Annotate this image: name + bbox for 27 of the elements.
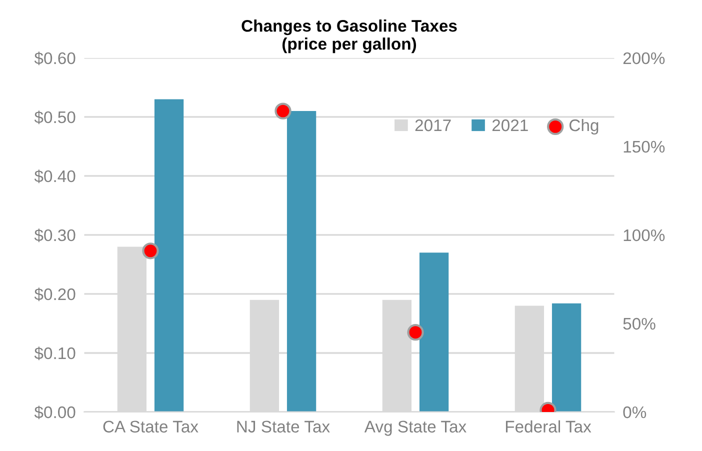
y-tick-label: $0.50 [34,110,76,124]
y2-tick-label: 50% [623,318,656,330]
x-tick-label: CA State Tax [103,420,198,433]
point [142,242,159,260]
point [274,102,292,120]
bar [419,252,449,412]
bar [286,111,316,412]
legend-label: 2021 [492,119,528,132]
y-tick-label: $0.20 [34,288,76,302]
bar [552,303,582,412]
legend-label: 2017 [415,119,451,132]
point [407,324,424,341]
y2-tick-label: 100% [624,229,665,242]
y-tick-label: $0.00 [34,406,76,420]
chart-title: Changes to Gasoline Taxes (price per gallon) [242,20,457,54]
legend-label: Chg [570,118,598,135]
y-tick-label: $0.40 [34,170,76,184]
y-tick-label: $0.30 [34,228,76,242]
bar [154,99,184,412]
x-tick-label: Federal Tax [506,420,592,433]
y2-tick-label: 200% [623,52,665,64]
x-tick-label: NJ State Tax [237,420,330,433]
y-tick-label: $0.60 [34,52,76,66]
y2-tick-label: 150% [624,140,665,153]
x-tick-label: Avg State Tax [364,420,466,436]
y-tick-label: $0.10 [34,346,76,360]
y2-tick-label: 0% [623,406,646,418]
